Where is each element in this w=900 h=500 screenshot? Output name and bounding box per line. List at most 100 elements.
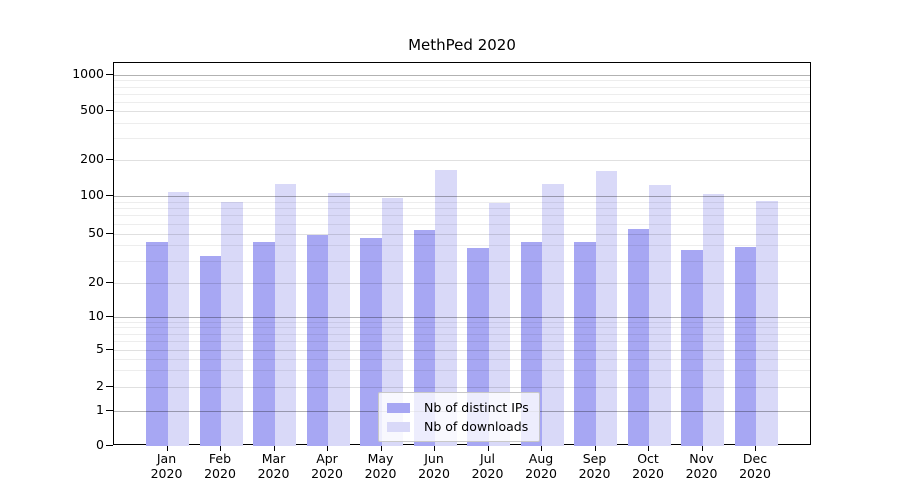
- gridline-y-2: [114, 386, 810, 388]
- bar-distinct-ips-may: [360, 237, 382, 446]
- x-tick-month: Sep: [582, 451, 607, 466]
- x-tick-year: 2020: [685, 466, 718, 481]
- x-tick-mark-4: [327, 445, 328, 451]
- gridline-y-50: [114, 233, 810, 235]
- gridline-y-200: [114, 160, 810, 161]
- y-tick-label-500: 500: [80, 102, 104, 117]
- y-tick-mark-1000: [106, 74, 113, 75]
- x-tick-mark-12: [755, 445, 756, 451]
- bar-distinct-ips-oct: [627, 229, 649, 446]
- gridline-y-10: [114, 317, 810, 318]
- x-tick-year: 2020: [257, 466, 290, 481]
- gridline-minor-y-60: [114, 223, 810, 225]
- bar-downloads-may: [381, 197, 403, 446]
- x-tick-label-nov: Nov 2020: [660, 451, 744, 481]
- x-tick-month: Feb: [208, 451, 232, 466]
- x-tick-month: Jul: [479, 451, 496, 466]
- bar-distinct-ips-feb: [199, 255, 221, 446]
- x-tick-label-apr: Apr 2020: [285, 451, 369, 481]
- gridline-minor-y-400: [114, 122, 810, 124]
- x-tick-label-aug: Aug 2020: [499, 451, 583, 481]
- x-tick-mark-9: [594, 445, 596, 451]
- bar-distinct-ips-nov: [681, 249, 703, 446]
- y-tick-label-0: 0: [96, 437, 104, 452]
- legend-entry-downloads: Nb of downloads: [387, 417, 529, 436]
- y-tick-mark-100: [106, 195, 113, 196]
- y-tick-mark-0: [106, 445, 113, 446]
- legend-entry-distinct-ips: Nb of distinct IPs: [387, 398, 529, 417]
- legend-swatch-distinct-ips-icon: [387, 402, 410, 413]
- gridline-minor-y-90: [114, 201, 810, 203]
- x-tick-month: Dec: [742, 451, 768, 466]
- x-tick-label-jul: Jul 2020: [446, 451, 530, 481]
- y-tick-mark-10: [106, 316, 113, 317]
- x-tick-month: Oct: [637, 451, 659, 466]
- gridline-minor-y-8: [114, 327, 810, 329]
- gridline-minor-y-900: [114, 80, 810, 82]
- gridline-y-1000: [114, 75, 810, 76]
- x-tick-year: 2020: [632, 466, 664, 481]
- bar-downloads-dec: [756, 200, 778, 446]
- x-tick-year: 2020: [150, 466, 183, 481]
- y-tick-label-10: 10: [88, 308, 104, 323]
- y-tick-label-20: 20: [88, 273, 104, 289]
- plot-area: Nb of distinct IPs Nb of downloads: [113, 62, 811, 446]
- x-tick-label-jan: Jan 2020: [125, 451, 209, 481]
- x-tick-mark-2: [220, 445, 221, 451]
- gridline-y-100: [114, 196, 810, 197]
- x-tick-label-sep: Sep 2020: [553, 451, 637, 481]
- x-tick-year: 2020: [739, 466, 771, 481]
- gridline-minor-y-80: [114, 208, 810, 210]
- x-tick-month: Jun: [424, 451, 444, 466]
- x-tick-year: 2020: [311, 466, 343, 481]
- x-tick-year: 2020: [418, 466, 450, 481]
- y-tick-mark-500: [106, 110, 113, 111]
- x-tick-year: 2020: [471, 466, 504, 481]
- bar-downloads-jun: [435, 169, 457, 446]
- y-tick-label-1: 1: [96, 401, 104, 417]
- x-tick-year: 2020: [525, 466, 557, 481]
- bar-downloads-sep: [595, 170, 617, 446]
- legend-swatch-downloads-icon: [387, 421, 410, 432]
- x-tick-mark-11: [701, 445, 703, 451]
- x-tick-label-dec: Dec 2020: [713, 451, 797, 481]
- x-tick-label-may: May 2020: [339, 451, 423, 481]
- y-tick-mark-5: [106, 348, 113, 350]
- gridline-minor-y-9: [114, 321, 810, 323]
- bar-downloads-apr: [328, 193, 350, 446]
- x-tick-year: 2020: [364, 466, 397, 481]
- x-tick-label-jun: Jun 2020: [392, 451, 476, 481]
- bar-downloads-jul: [488, 202, 510, 446]
- legend-label-downloads: Nb of downloads: [424, 419, 529, 434]
- bar-downloads-nov: [702, 194, 724, 446]
- legend: Nb of distinct IPs Nb of downloads: [378, 392, 540, 442]
- y-tick-mark-50: [106, 232, 113, 234]
- gridline-minor-y-70: [114, 215, 810, 217]
- x-tick-mark-10: [648, 445, 649, 451]
- y-tick-mark-200: [106, 159, 113, 160]
- x-tick-month: Aug: [528, 451, 554, 466]
- bar-distinct-ips-jan: [146, 241, 168, 446]
- x-tick-label-feb: Feb 2020: [178, 451, 262, 481]
- gridline-minor-y-600: [114, 101, 810, 103]
- gridline-minor-y-30: [114, 260, 810, 262]
- bar-distinct-ips-sep: [574, 241, 596, 446]
- gridline-minor-y-300: [114, 138, 810, 140]
- x-tick-mark-1: [166, 445, 168, 451]
- chart-title: MethPed 2020: [408, 36, 516, 54]
- y-tick-label-1000: 1000: [72, 66, 104, 81]
- y-tick-label-2: 2: [96, 377, 104, 393]
- gridline-minor-y-7: [114, 333, 810, 335]
- y-tick-label-200: 200: [80, 151, 104, 166]
- bar-distinct-ips-dec: [734, 246, 756, 446]
- gridline-minor-y-700: [114, 93, 810, 95]
- y-tick-mark-20: [106, 281, 113, 283]
- bar-downloads-feb: [221, 201, 243, 446]
- bar-distinct-ips-mar: [253, 241, 275, 446]
- gridline-minor-y-40: [114, 245, 810, 247]
- x-tick-month: Jan: [156, 451, 177, 466]
- x-tick-month: Mar: [261, 451, 286, 466]
- gridline-y-5: [114, 349, 810, 351]
- y-tick-label-100: 100: [80, 187, 104, 202]
